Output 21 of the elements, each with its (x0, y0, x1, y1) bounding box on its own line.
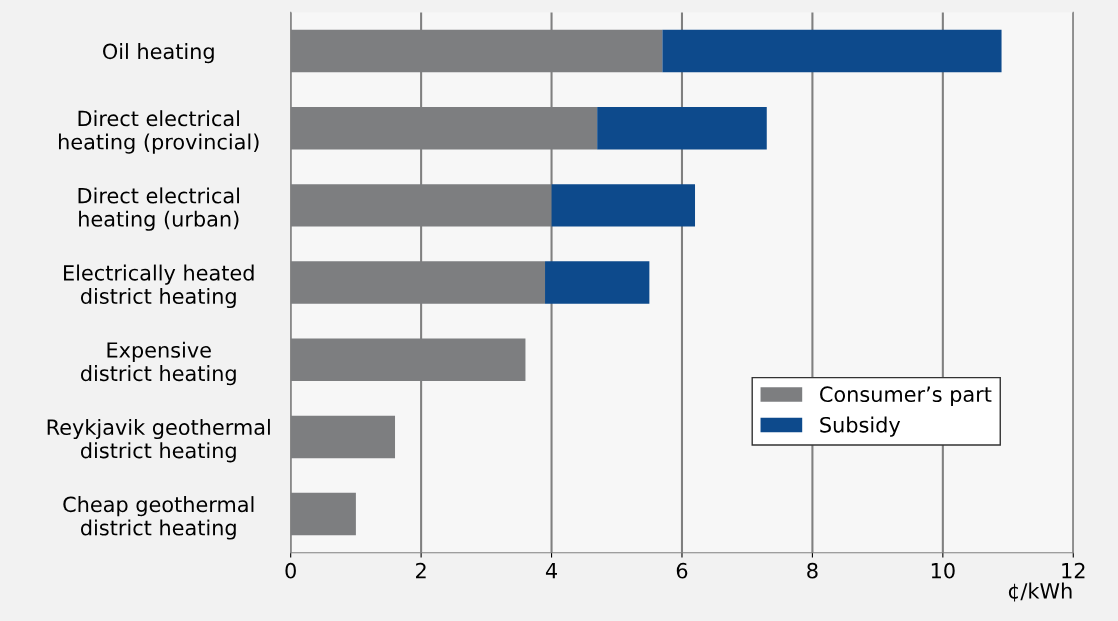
x-tick-label: 4 (545, 563, 558, 579)
x-tick-label: 12 (1062, 562, 1085, 579)
x-tick-label: 6 (676, 562, 688, 579)
bar (551, 184, 696, 227)
legend-label: Subsidy (820, 416, 901, 437)
x-tick-label: 0 (285, 562, 296, 579)
x-tick-label: 10 (931, 562, 955, 579)
bar (597, 106, 767, 150)
bar (545, 261, 650, 304)
y-tick-label: Direct electrical heating (urban) (78, 187, 239, 231)
x-axis-title: ¢/kWh (1008, 582, 1072, 602)
bar (662, 29, 1002, 73)
legend-label: Consumer’s part (820, 386, 992, 407)
y-tick-label: Electrically heated district heating (64, 264, 254, 309)
y-tick-label: Cheap geothermal district heating (63, 496, 254, 540)
x-tick-label: 8 (807, 562, 818, 579)
y-tick-label: Direct electrical heating (provincial) (59, 110, 259, 154)
y-tick-label: Reykjavik geothermal district heating (47, 418, 270, 463)
y-tick-label: Oil heating (103, 43, 214, 64)
y-tick-label: Expensive district heating (80, 341, 236, 386)
x-tick-label: 2 (416, 562, 426, 579)
